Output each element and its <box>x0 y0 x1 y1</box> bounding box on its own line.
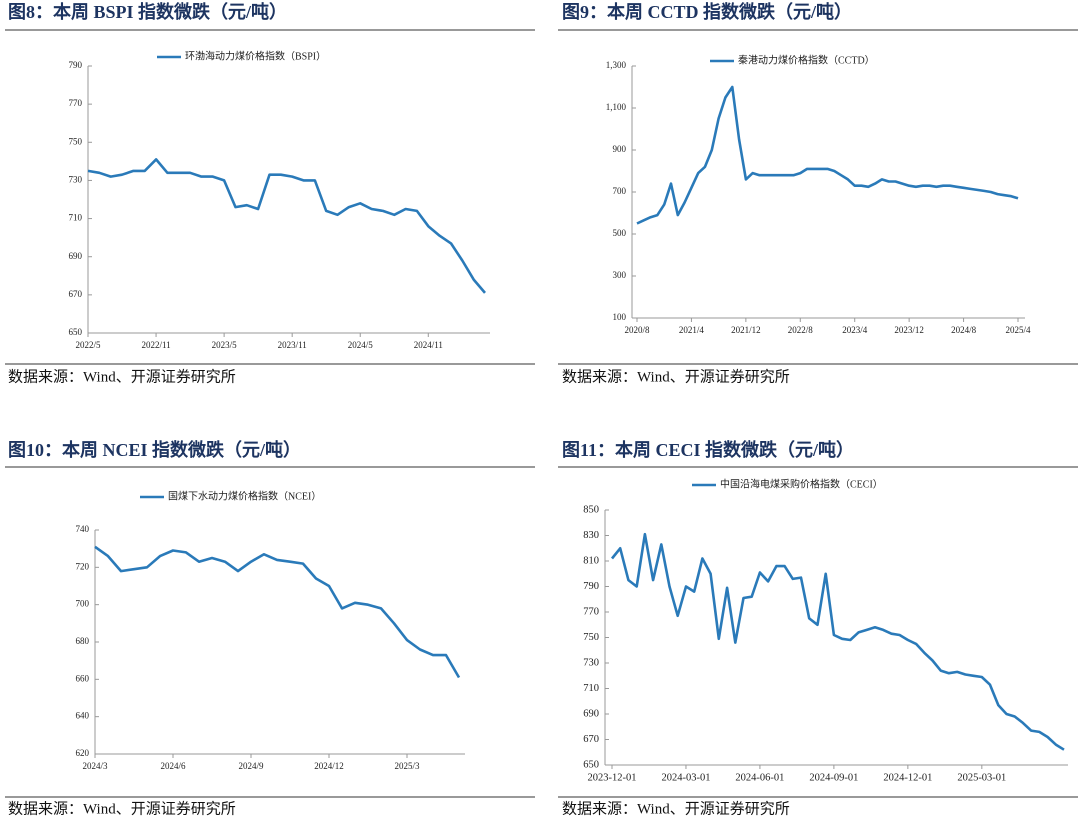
source: 数据来源：Wind、开源证券研究所 <box>8 800 236 817</box>
y-tick-label: 900 <box>613 144 627 154</box>
x-tick-label: 2024/12 <box>314 761 344 771</box>
line <box>94 545 461 679</box>
source: 数据来源：Wind、开源证券研究所 <box>562 800 790 817</box>
y-tick-label: 650 <box>583 759 599 770</box>
x-tick-label: 2024/8 <box>951 325 977 335</box>
x-tick-label: 2024-06-01 <box>735 772 784 783</box>
y-tick-label: 750 <box>69 136 83 146</box>
y-tick-label: 770 <box>69 98 83 108</box>
y-tick-label: 660 <box>76 673 90 683</box>
x-tick-label: 2024-09-01 <box>809 772 858 783</box>
y-tick-label: 670 <box>583 734 599 745</box>
x-tick-label: 2025/4 <box>1005 325 1031 335</box>
legend-label: 秦港动力煤价格指数（CCTD） <box>738 53 875 66</box>
y-tick-label: 850 <box>583 504 599 515</box>
y-tick-label: 790 <box>583 581 599 592</box>
x-tick-label: 2023/5 <box>212 340 238 350</box>
figure-title: 图11：本周 CECI 指数微跌（元/吨） <box>562 439 854 460</box>
y-tick-label: 830 <box>583 530 599 541</box>
x-tick-label: 2024/6 <box>160 761 186 771</box>
y-tick-label: 700 <box>76 599 90 609</box>
y-tick-label: 670 <box>69 289 83 299</box>
line <box>636 85 1019 225</box>
y-tick-label: 1,100 <box>606 102 627 112</box>
y-tick-label: 720 <box>76 561 90 571</box>
y-tick-label: 700 <box>613 186 627 196</box>
figure-title: 图8：本周 BSPI 指数微跌（元/吨） <box>8 1 287 22</box>
y-tick-label: 730 <box>69 174 83 184</box>
source: 数据来源：Wind、开源证券研究所 <box>8 368 236 385</box>
y-tick-label: 710 <box>69 213 83 223</box>
y-tick-label: 710 <box>583 683 599 694</box>
x-tick-label: 2025-03-01 <box>957 772 1006 783</box>
y-tick-label: 770 <box>583 606 599 617</box>
y-tick-label: 620 <box>76 748 90 758</box>
legend-label: 环渤海动力煤价格指数（BSPI） <box>185 49 326 62</box>
line <box>610 532 1065 751</box>
line <box>87 158 486 294</box>
y-tick-label: 740 <box>76 524 90 534</box>
x-tick-label: 2023-12-01 <box>588 772 637 783</box>
x-tick-label: 2021/12 <box>731 325 761 335</box>
y-tick-label: 690 <box>69 251 83 261</box>
x-tick-label: 2024-12-01 <box>883 772 932 783</box>
x-tick-label: 2025/3 <box>394 761 420 771</box>
y-tick-label: 100 <box>613 312 627 322</box>
y-tick-label: 1,300 <box>606 60 627 70</box>
x-tick-label: 2023/4 <box>842 325 868 335</box>
x-tick-label: 2022/8 <box>788 325 814 335</box>
figure-title: 图9：本周 CCTD 指数微跌（元/吨） <box>562 1 852 22</box>
figure-title: 图10：本周 NCEI 指数微跌（元/吨） <box>8 439 301 460</box>
x-tick-label: 2022/11 <box>141 340 170 350</box>
y-tick-label: 810 <box>583 555 599 566</box>
y-tick-label: 730 <box>583 657 599 668</box>
y-tick-label: 690 <box>583 708 599 719</box>
x-tick-label: 2024/9 <box>238 761 264 771</box>
x-tick-label: 2022/5 <box>75 340 101 350</box>
y-tick-label: 750 <box>583 632 599 643</box>
legend-label: 国煤下水动力煤价格指数（NCEI） <box>168 489 321 502</box>
x-tick-label: 2024/3 <box>82 761 108 771</box>
x-tick-label: 2021/4 <box>679 325 705 335</box>
x-tick-label: 2024/5 <box>348 340 374 350</box>
x-tick-label: 2023/12 <box>894 325 924 335</box>
x-tick-label: 2024-03-01 <box>661 772 710 783</box>
y-tick-label: 300 <box>613 270 627 280</box>
legend-label: 中国沿海电煤采购价格指数（CECI） <box>720 477 883 490</box>
source: 数据来源：Wind、开源证券研究所 <box>562 368 790 385</box>
y-tick-label: 790 <box>69 60 83 70</box>
y-tick-label: 650 <box>69 327 83 337</box>
x-tick-label: 2020/8 <box>624 325 650 335</box>
x-tick-label: 2023/11 <box>278 340 307 350</box>
x-tick-label: 2024/11 <box>414 340 443 350</box>
y-tick-label: 500 <box>613 228 627 238</box>
y-tick-label: 680 <box>76 636 90 646</box>
y-tick-label: 640 <box>76 711 90 721</box>
